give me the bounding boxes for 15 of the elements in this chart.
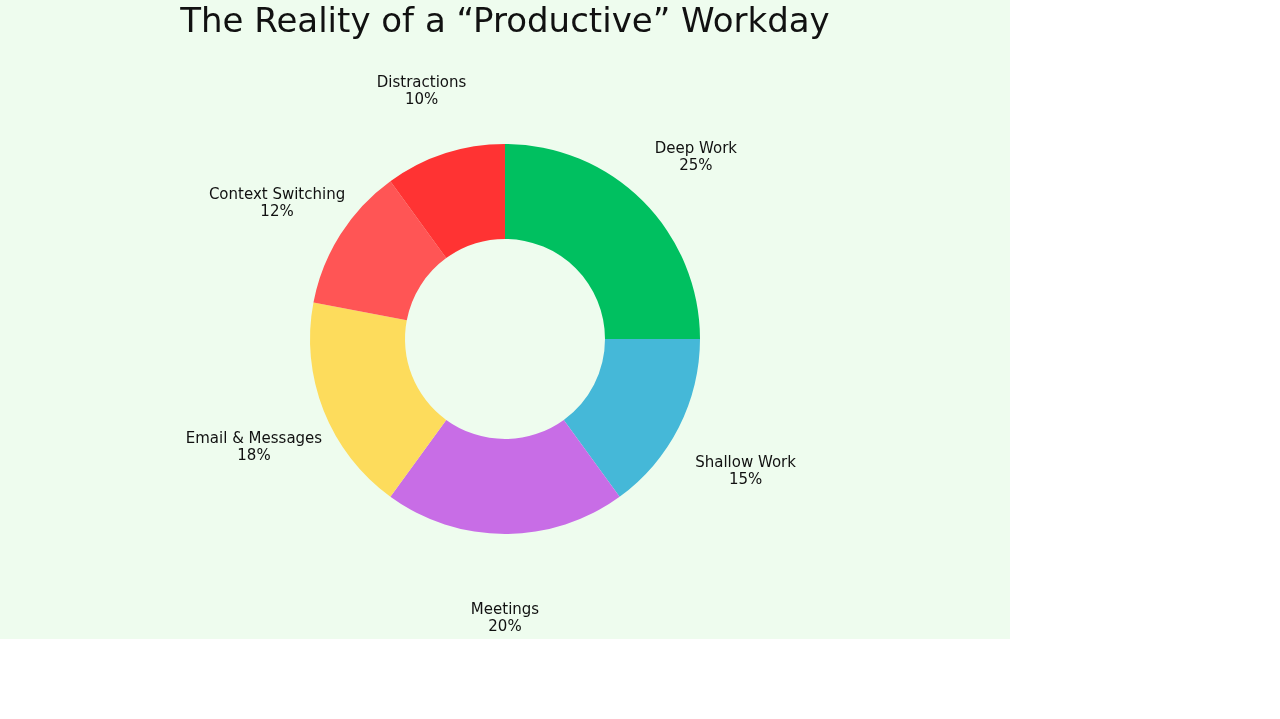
slice-label: Context Switching bbox=[208, 185, 346, 204]
data-label: 10% bbox=[404, 90, 439, 109]
data-label: 12% bbox=[260, 202, 294, 221]
slice-label: Deep Work bbox=[654, 139, 738, 158]
slice-label: Meetings bbox=[470, 600, 540, 618]
chart-title: The Reality of a “Productive” Workday bbox=[179, 0, 830, 40]
slice-label: Email & Messages bbox=[185, 429, 323, 448]
slice-label: Shallow Work bbox=[695, 452, 797, 471]
data-label: 18% bbox=[237, 446, 271, 465]
donut-slice bbox=[390, 419, 620, 534]
data-label: 20% bbox=[488, 617, 522, 635]
data-label: 15% bbox=[728, 469, 763, 488]
donut-slice bbox=[390, 144, 505, 259]
slice-label: Distractions bbox=[376, 73, 467, 92]
data-label: 25% bbox=[679, 156, 713, 175]
